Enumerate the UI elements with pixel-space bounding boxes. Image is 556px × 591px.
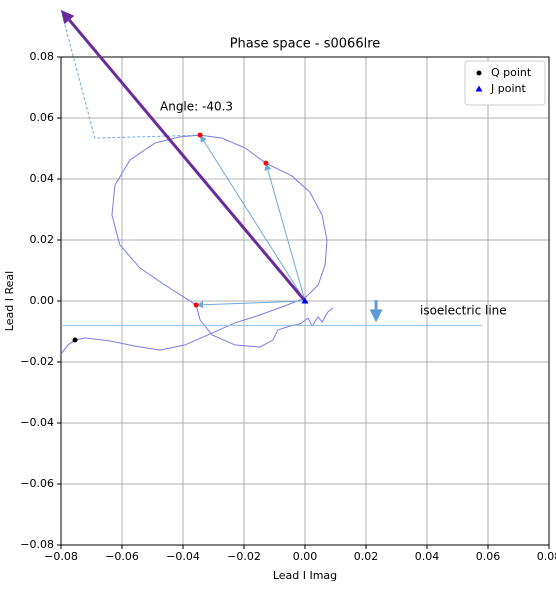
x-tick-label: −0.04 [166,550,200,563]
curve [61,134,334,354]
y-tick-label: 0.04 [30,172,55,185]
legend-label: J point [490,82,526,95]
arrow [264,163,306,302]
x-tick-label: 0.06 [476,550,501,563]
arrow [61,10,307,302]
arrow-head [196,301,204,309]
x-tick-label: 0.08 [537,550,556,563]
marker [301,297,309,304]
annotation: isoelectric line [420,304,507,318]
chart-title: Phase space - s0066lre [230,37,381,52]
point [193,302,199,308]
legend-label: Q point [491,66,532,79]
x-tick-label: 0.04 [415,550,440,563]
arrow [200,135,306,302]
y-tick-label: −0.06 [20,477,54,490]
arrow [369,300,383,323]
x-tick-label: −0.08 [44,550,78,563]
y-tick-label: 0.06 [30,111,55,124]
legend-marker [475,85,483,92]
arrow-shaft [203,300,306,306]
arrow-shaft [68,19,307,302]
y-axis-label: Lead I Real [3,271,16,331]
y-tick-label: −0.08 [20,538,54,551]
y-tick-label: −0.04 [20,416,54,429]
legend-box [464,60,546,106]
y-tick-label: 0.00 [30,294,55,307]
point [263,160,269,166]
x-axis-label: Lead I Imag [273,569,337,582]
curve [60,9,201,139]
x-tick-label: −0.02 [227,550,261,563]
plot-frame [60,56,550,546]
annotation: Angle: -40.3 [160,100,233,114]
arrow-head [200,135,207,143]
x-tick-label: 0.00 [293,550,318,563]
legend-marker [476,70,482,76]
y-tick-label: −0.02 [20,355,54,368]
arrow-head [61,10,75,25]
y-tick-label: 0.08 [30,50,55,63]
point [197,132,203,138]
y-tick-label: 0.02 [30,233,55,246]
arrow-shaft [203,140,306,302]
arrow [196,300,306,309]
arrow-shaft [267,169,306,302]
arrow-head [369,309,383,323]
x-tick-label: 0.02 [354,550,379,563]
marker [72,337,78,343]
x-tick-label: −0.06 [105,550,139,563]
